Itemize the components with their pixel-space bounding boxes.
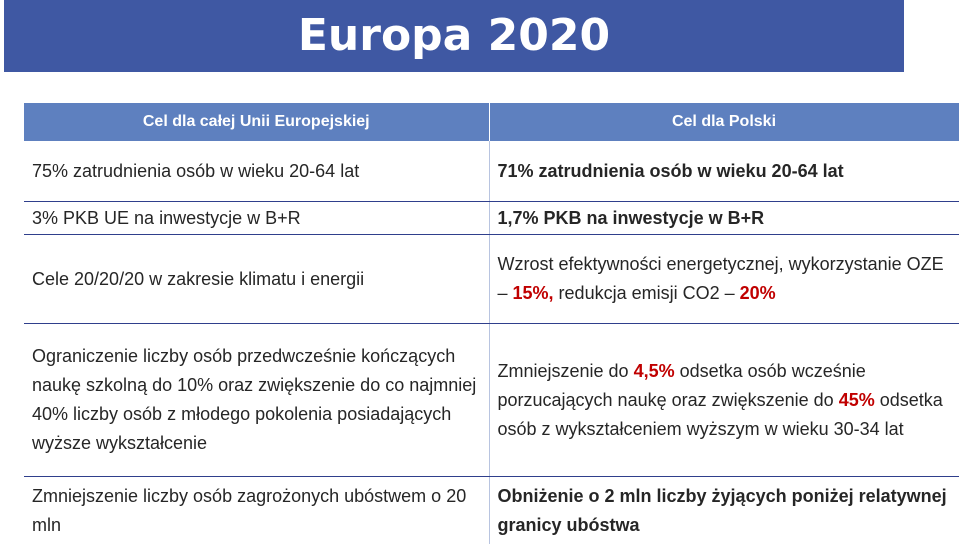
header-eu: Cel dla całej Unii Europejskiej: [24, 103, 489, 141]
eu-goal-climate: Cele 20/20/20 w zakresie klimatu i energ…: [24, 235, 489, 324]
pl-goal-education: Zmniejszenie do 4,5% odsetka osób wcześn…: [489, 324, 959, 477]
table-row: Ograniczenie liczby osób przedwcześnie k…: [24, 324, 959, 477]
table-row: Zmniejszenie liczby osób zagrożonych ubó…: [24, 477, 959, 544]
pl-goal-poverty: Obniżenie o 2 mln liczby żyjących poniże…: [489, 477, 959, 544]
eu-goal-education: Ograniczenie liczby osób przedwcześnie k…: [24, 324, 489, 477]
table-row: 3% PKB UE na inwestycje w B+R 1,7% PKB n…: [24, 202, 959, 235]
slide-title: Europa 2020: [4, 0, 904, 72]
eu-goal-poverty: Zmniejszenie liczby osób zagrożonych ubó…: [24, 477, 489, 544]
table-row: Cele 20/20/20 w zakresie klimatu i energ…: [24, 235, 959, 324]
pl-education-text-a: Zmniejszenie do: [498, 361, 634, 381]
table-row: 75% zatrudnienia osób w wieku 20-64 lat …: [24, 141, 959, 202]
pl-goal-rd: 1,7% PKB na inwestycje w B+R: [489, 202, 959, 235]
pl-goal-climate: Wzrost efektywności energetycznej, wykor…: [489, 235, 959, 324]
pl-climate-text-c: redukcja emisji CO2 –: [554, 283, 740, 303]
table-header-row: Cel dla całej Unii Europejskiej Cel dla …: [24, 103, 959, 141]
pl-climate-emission-value: 20%: [740, 283, 776, 303]
pl-goal-employment: 71% zatrudnienia osób w wieku 20-64 lat: [489, 141, 959, 202]
pl-education-higher-value: 45%: [839, 390, 875, 410]
header-pl: Cel dla Polski: [489, 103, 959, 141]
goals-table: Cel dla całej Unii Europejskiej Cel dla …: [24, 103, 960, 544]
pl-education-dropout-value: 4,5%: [634, 361, 675, 381]
pl-climate-oze-value: 15%,: [513, 283, 554, 303]
eu-goal-employment: 75% zatrudnienia osób w wieku 20-64 lat: [24, 141, 489, 202]
eu-goal-rd: 3% PKB UE na inwestycje w B+R: [24, 202, 489, 235]
